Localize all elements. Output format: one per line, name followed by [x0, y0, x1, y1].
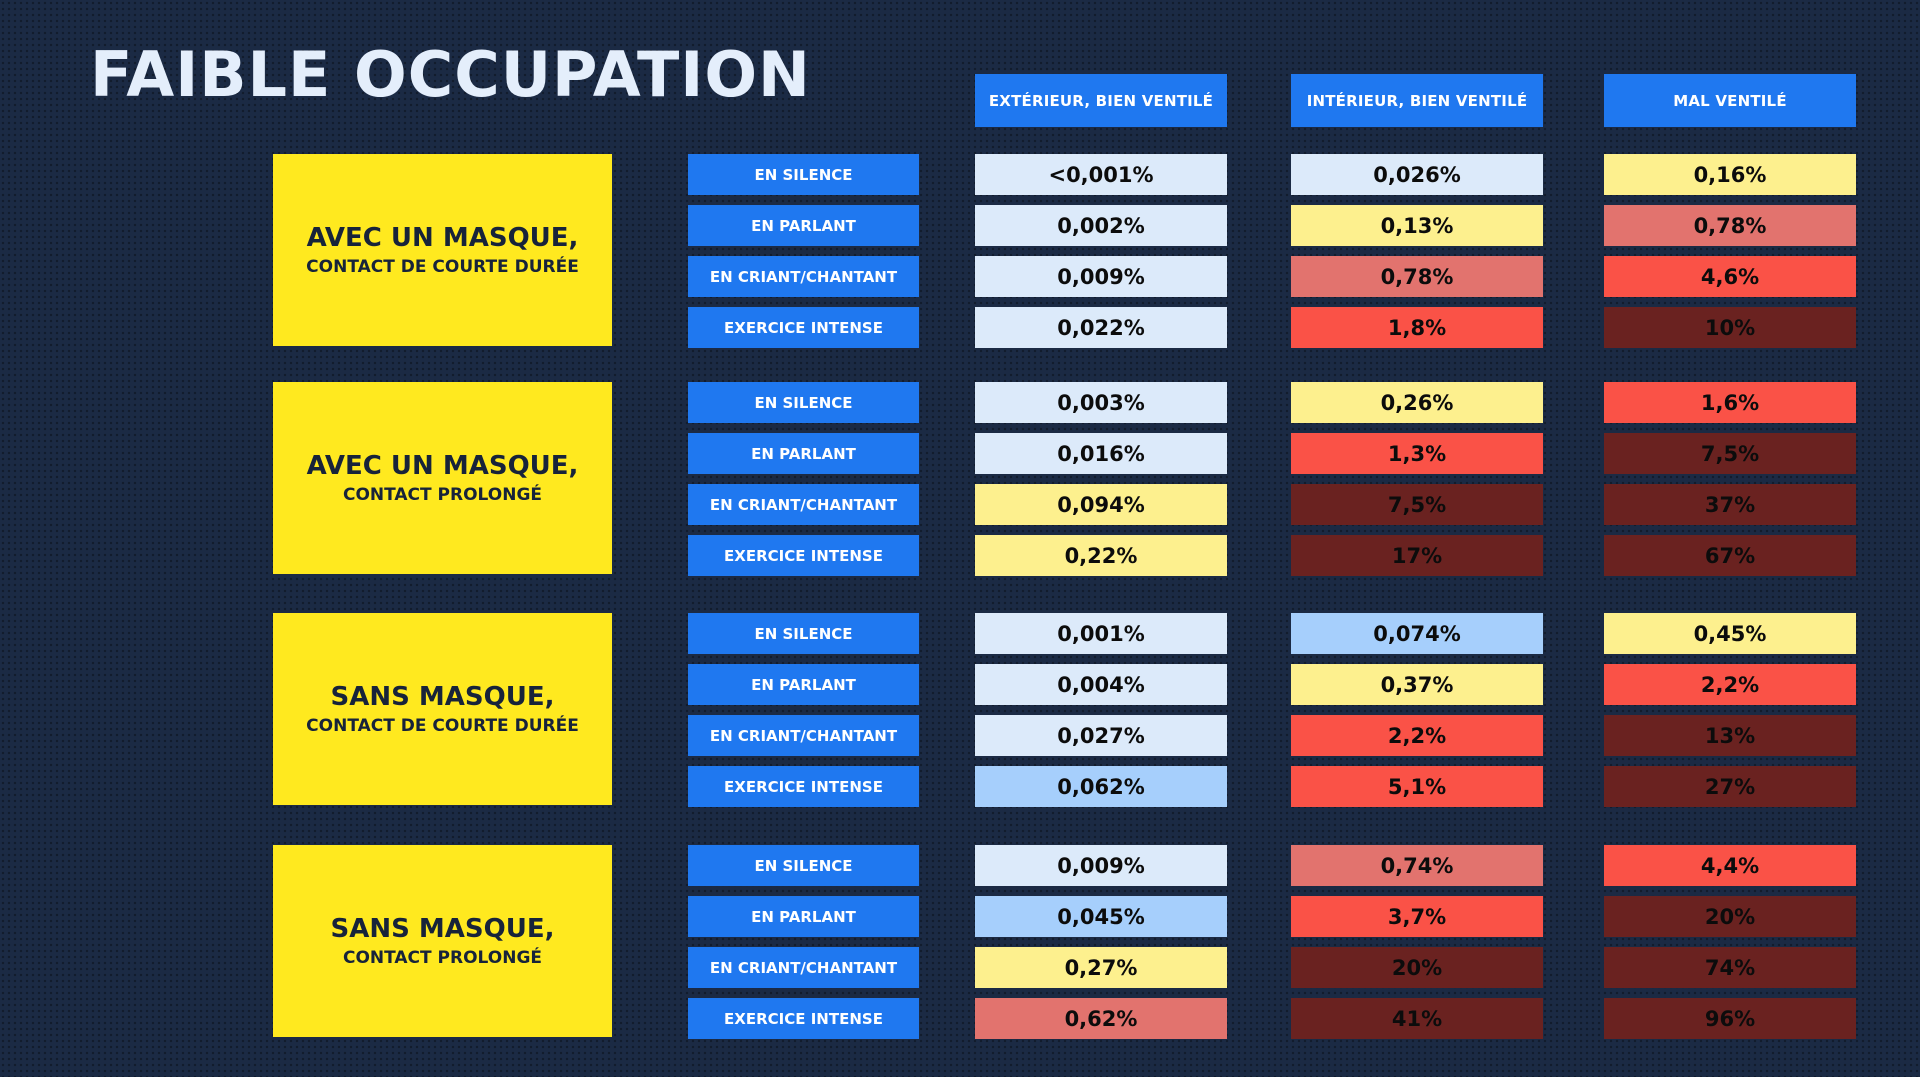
activity-silence: EN SILENCE	[688, 154, 919, 195]
cell-interieur: 0,37%	[1291, 664, 1543, 705]
group-title: SANS MASQUE,	[330, 914, 555, 944]
group-label: SANS MASQUE, CONTACT PROLONGÉ	[273, 845, 612, 1037]
cell-exterieur: 0,094%	[975, 484, 1227, 525]
activity-exercice-intense: EXERCICE INTENSE	[688, 766, 919, 807]
cell-mal-ventile: 4,4%	[1604, 845, 1856, 886]
cell-exterieur: 0,022%	[975, 307, 1227, 348]
cell-exterieur: 0,27%	[975, 947, 1227, 988]
cell-exterieur: 0,62%	[975, 998, 1227, 1039]
activity-silence: EN SILENCE	[688, 382, 919, 423]
activity-parlant: EN PARLANT	[688, 433, 919, 474]
cell-interieur: 7,5%	[1291, 484, 1543, 525]
cell-mal-ventile: 37%	[1604, 484, 1856, 525]
activity-criant-chantant: EN CRIANT/CHANTANT	[688, 947, 919, 988]
cell-mal-ventile: 74%	[1604, 947, 1856, 988]
group-label: AVEC UN MASQUE, CONTACT DE COURTE DURÉE	[273, 154, 612, 346]
group-title: SANS MASQUE,	[330, 682, 555, 712]
cell-mal-ventile: 0,45%	[1604, 613, 1856, 654]
cell-mal-ventile: 2,2%	[1604, 664, 1856, 705]
activity-exercice-intense: EXERCICE INTENSE	[688, 998, 919, 1039]
cell-interieur: 2,2%	[1291, 715, 1543, 756]
cell-mal-ventile: 0,16%	[1604, 154, 1856, 195]
cell-mal-ventile: 0,78%	[1604, 205, 1856, 246]
column-header-interieur: INTÉRIEUR, BIEN VENTILÉ	[1291, 74, 1543, 127]
column-header-mal-ventile: MAL VENTILÉ	[1604, 74, 1856, 127]
cell-exterieur: 0,062%	[975, 766, 1227, 807]
page-title: FAIBLE OCCUPATION	[90, 38, 811, 111]
activity-exercice-intense: EXERCICE INTENSE	[688, 535, 919, 576]
cell-exterieur: 0,016%	[975, 433, 1227, 474]
cell-mal-ventile: 7,5%	[1604, 433, 1856, 474]
cell-mal-ventile: 27%	[1604, 766, 1856, 807]
cell-interieur: 0,074%	[1291, 613, 1543, 654]
cell-exterieur: <0,001%	[975, 154, 1227, 195]
cell-mal-ventile: 1,6%	[1604, 382, 1856, 423]
cell-interieur: 17%	[1291, 535, 1543, 576]
cell-interieur: 5,1%	[1291, 766, 1543, 807]
cell-exterieur: 0,003%	[975, 382, 1227, 423]
activity-exercice-intense: EXERCICE INTENSE	[688, 307, 919, 348]
cell-interieur: 0,74%	[1291, 845, 1543, 886]
group-subtitle: CONTACT PROLONGÉ	[342, 485, 543, 505]
cell-mal-ventile: 20%	[1604, 896, 1856, 937]
cell-interieur: 1,8%	[1291, 307, 1543, 348]
cell-exterieur: 0,001%	[975, 613, 1227, 654]
group-subtitle: CONTACT PROLONGÉ	[342, 948, 543, 968]
cell-exterieur: 0,045%	[975, 896, 1227, 937]
group-title: AVEC UN MASQUE,	[306, 223, 579, 253]
activity-criant-chantant: EN CRIANT/CHANTANT	[688, 256, 919, 297]
cell-mal-ventile: 4,6%	[1604, 256, 1856, 297]
cell-interieur: 0,26%	[1291, 382, 1543, 423]
cell-mal-ventile: 96%	[1604, 998, 1856, 1039]
activity-parlant: EN PARLANT	[688, 896, 919, 937]
cell-exterieur: 0,22%	[975, 535, 1227, 576]
cell-interieur: 3,7%	[1291, 896, 1543, 937]
group-subtitle: CONTACT DE COURTE DURÉE	[306, 257, 579, 277]
cell-interieur: 20%	[1291, 947, 1543, 988]
cell-exterieur: 0,027%	[975, 715, 1227, 756]
cell-interieur: 0,78%	[1291, 256, 1543, 297]
group-title: AVEC UN MASQUE,	[306, 451, 579, 481]
group-label: AVEC UN MASQUE, CONTACT PROLONGÉ	[273, 382, 612, 574]
activity-criant-chantant: EN CRIANT/CHANTANT	[688, 715, 919, 756]
activity-parlant: EN PARLANT	[688, 664, 919, 705]
cell-exterieur: 0,004%	[975, 664, 1227, 705]
cell-exterieur: 0,009%	[975, 845, 1227, 886]
activity-silence: EN SILENCE	[688, 845, 919, 886]
column-header-exterieur: EXTÉRIEUR, BIEN VENTILÉ	[975, 74, 1227, 127]
cell-interieur: 1,3%	[1291, 433, 1543, 474]
cell-exterieur: 0,009%	[975, 256, 1227, 297]
activity-parlant: EN PARLANT	[688, 205, 919, 246]
cell-mal-ventile: 67%	[1604, 535, 1856, 576]
cell-mal-ventile: 10%	[1604, 307, 1856, 348]
cell-mal-ventile: 13%	[1604, 715, 1856, 756]
activity-silence: EN SILENCE	[688, 613, 919, 654]
cell-interieur: 41%	[1291, 998, 1543, 1039]
cell-interieur: 0,026%	[1291, 154, 1543, 195]
cell-exterieur: 0,002%	[975, 205, 1227, 246]
cell-interieur: 0,13%	[1291, 205, 1543, 246]
activity-criant-chantant: EN CRIANT/CHANTANT	[688, 484, 919, 525]
group-subtitle: CONTACT DE COURTE DURÉE	[306, 716, 579, 736]
group-label: SANS MASQUE, CONTACT DE COURTE DURÉE	[273, 613, 612, 805]
